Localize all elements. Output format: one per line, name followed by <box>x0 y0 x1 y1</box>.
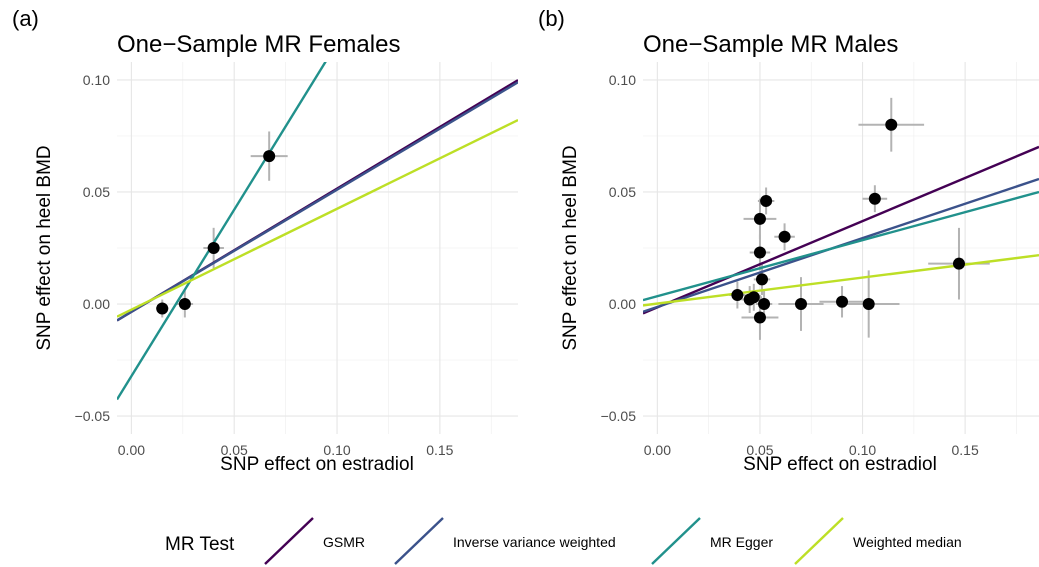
panel-a-x-axis-label: SNP effect on estradiol <box>220 454 414 475</box>
snp-point <box>207 242 220 254</box>
snp-point <box>731 289 744 302</box>
mr-line-inverse-variance-weighted <box>117 81 518 322</box>
mr-line-weighted-median <box>117 118 518 318</box>
y-tick-label: −0.05 <box>601 408 637 424</box>
snp-point <box>753 246 766 259</box>
snp-point <box>178 298 191 311</box>
legend-item-weighted-median: Weighted median <box>794 517 962 565</box>
snp-point <box>952 257 965 270</box>
snp-point <box>156 302 169 315</box>
y-tick-label: 0.00 <box>609 296 636 312</box>
x-tick-label: 0.15 <box>426 442 453 458</box>
snp-point <box>794 298 807 311</box>
mr-lines <box>117 62 518 401</box>
panel-a-y-axis-label: SNP effect on heel BMD <box>34 145 55 350</box>
legend-item-gsmr: GSMR <box>264 517 365 565</box>
panel-a-label: (a) <box>12 6 39 31</box>
legend-key-line <box>394 517 444 565</box>
legend-label: Inverse variance weighted <box>453 534 616 550</box>
panel-b-y-axis-label: SNP effect on heel BMD <box>560 145 581 350</box>
mr-line-mr-egger <box>117 62 327 401</box>
snp-point <box>836 295 849 308</box>
snp-point <box>747 291 760 304</box>
legend-key-line <box>651 517 701 565</box>
legend: MR Test GSMR Inverse variance weighted MR … <box>165 517 962 565</box>
x-tick-label: 0.10 <box>323 442 350 458</box>
legend-key-line <box>264 517 314 565</box>
snp-point <box>778 230 791 243</box>
snp-point <box>862 298 875 311</box>
mr-lines <box>643 145 1039 315</box>
data-points <box>731 118 965 324</box>
legend-label: MR Egger <box>710 534 773 550</box>
legend-label: Weighted median <box>853 534 962 550</box>
x-tick-label: 0.10 <box>849 442 876 458</box>
panel-b-plot-area: 0.00 0.05 0.10 0.15 −0.05 0.00 0.05 0.10 <box>601 62 1039 458</box>
y-tick-label: −0.05 <box>75 408 111 424</box>
panel-b-label: (b) <box>538 6 565 31</box>
legend-item-inverse-variance-weighted: Inverse variance weighted <box>394 517 616 565</box>
snp-point <box>753 212 766 225</box>
legend-key-line <box>794 517 844 565</box>
x-tick-label: 0.05 <box>746 442 773 458</box>
snp-point <box>756 273 769 286</box>
snp-point <box>263 150 276 163</box>
mr-line-weighted-median <box>643 254 1039 307</box>
y-tick-label: 0.10 <box>609 72 636 88</box>
snp-point <box>868 192 881 205</box>
x-tick-label: 0.00 <box>118 442 145 458</box>
panel-a-plot-area: 0.00 0.05 0.10 0.15 −0.05 0.00 0.05 0.10 <box>75 62 518 458</box>
snp-point <box>753 311 766 324</box>
panel-a-title: One−Sample MR Females <box>117 31 400 58</box>
x-tick-label: 0.05 <box>221 442 248 458</box>
y-tick-label: 0.00 <box>83 296 110 312</box>
y-tick-label: 0.10 <box>83 72 110 88</box>
mr-line-gsmr <box>643 145 1039 315</box>
data-points <box>156 150 276 315</box>
panel-b-x-axis-label: SNP effect on estradiol <box>743 454 937 475</box>
y-tick-label: 0.05 <box>83 184 110 200</box>
snp-point <box>760 194 773 207</box>
x-tick-label: 0.00 <box>644 442 671 458</box>
legend-label: GSMR <box>323 534 365 550</box>
legend-title: MR Test <box>165 534 235 555</box>
mr-line-mr-egger <box>643 190 1039 302</box>
x-tick-label: 0.15 <box>952 442 979 458</box>
snp-point <box>885 118 898 131</box>
snp-point <box>758 298 771 311</box>
panel-b-title: One−Sample MR Males <box>643 31 898 58</box>
legend-item-mr-egger: MR Egger <box>651 517 773 565</box>
y-tick-label: 0.05 <box>609 184 636 200</box>
